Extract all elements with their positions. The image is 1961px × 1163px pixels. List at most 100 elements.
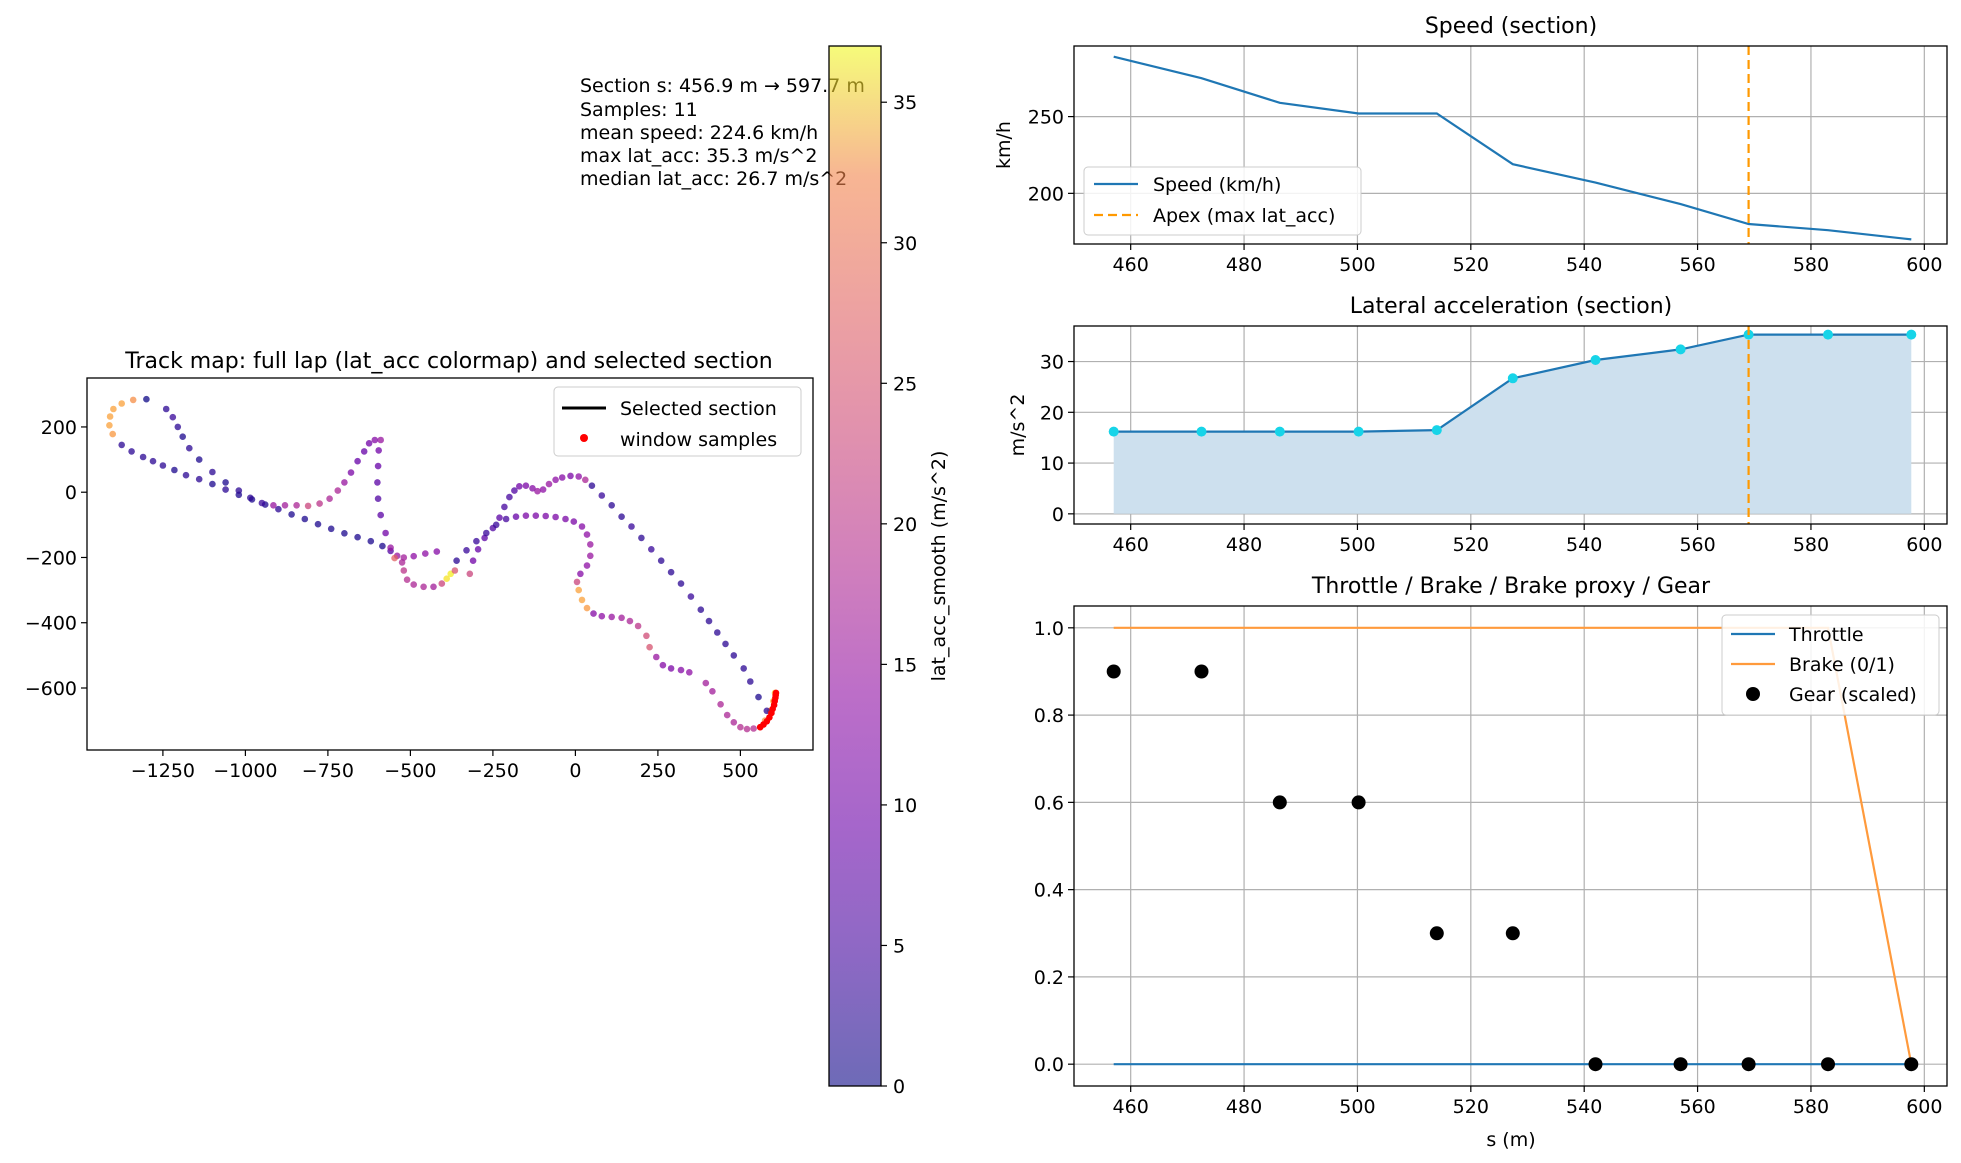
track-point <box>327 525 335 533</box>
track-point <box>149 457 157 465</box>
gear-points <box>1106 664 1919 1072</box>
speed-y-ticks: 200 250 <box>1028 107 1074 205</box>
track-legend-box <box>553 386 802 457</box>
track-point <box>443 575 451 582</box>
track-point <box>375 447 383 454</box>
track-point <box>552 476 559 484</box>
track-point <box>451 567 459 574</box>
colorbar-gradient <box>828 45 882 1087</box>
speed-legend-box <box>1083 166 1362 236</box>
colorbar-tick-label: 30 <box>893 233 917 255</box>
legend-apex-label: Apex (max lat_acc) <box>1153 205 1335 227</box>
track-point <box>578 596 586 604</box>
info-line-max-latacc: max lat_acc: 35.3 m/s^2 <box>580 145 817 167</box>
info-line-samples: Samples: 11 <box>580 99 698 121</box>
track-point <box>195 475 203 483</box>
controls-ytick-label: 0.2 <box>1034 967 1064 989</box>
track-point <box>747 678 754 685</box>
track-point <box>657 557 665 564</box>
track-point <box>474 546 482 553</box>
track-xtick-label: −1000 <box>213 760 277 782</box>
track-point <box>583 604 591 612</box>
track-point <box>545 480 553 488</box>
controls-ytick-label: 0.4 <box>1034 880 1064 902</box>
track-point <box>304 502 312 510</box>
track-point <box>570 518 578 525</box>
track-point <box>222 479 229 486</box>
speed-title: Speed (section) <box>1425 14 1597 39</box>
track-point <box>128 448 135 455</box>
gear-point <box>1588 1057 1603 1072</box>
track-point <box>634 622 642 630</box>
track-point <box>222 486 229 493</box>
track-point <box>469 557 477 564</box>
track-point <box>653 653 660 661</box>
track-point <box>422 550 429 557</box>
gear-point <box>1821 1057 1835 1072</box>
track-point <box>438 580 446 587</box>
track-point <box>626 617 634 625</box>
track-points-layer <box>106 395 779 733</box>
track-point <box>506 493 513 501</box>
track-point <box>371 436 379 444</box>
track-point <box>341 479 348 486</box>
speed-xtick-label: 520 <box>1453 254 1489 276</box>
track-point <box>174 423 182 431</box>
track-point <box>209 480 216 488</box>
controls-xtick-label: 560 <box>1679 1096 1715 1118</box>
track-point <box>567 472 574 480</box>
speed-xtick-label: 540 <box>1566 254 1602 276</box>
latacc-point <box>1353 426 1364 437</box>
track-point <box>659 661 667 669</box>
track-point <box>686 669 693 676</box>
latacc-ytick-label: 10 <box>1040 453 1064 475</box>
controls-xtick-label: 460 <box>1113 1096 1149 1118</box>
colorbar-tick-label: 15 <box>893 654 917 676</box>
latacc-ylabel: m/s^2 <box>1007 394 1029 457</box>
track-point <box>598 492 606 499</box>
gear-point <box>1429 926 1444 941</box>
track-point <box>377 436 385 444</box>
track-point <box>420 583 427 591</box>
track-point <box>492 521 500 529</box>
track-point <box>367 537 375 545</box>
track-point <box>532 512 540 519</box>
controls-xtick-label: 580 <box>1793 1096 1829 1118</box>
section-info-box: Section s: 456.9 m → 597.7 m Samples: 11… <box>580 75 865 190</box>
track-point <box>737 723 744 731</box>
track-point <box>281 502 289 509</box>
track-point <box>387 544 394 551</box>
gear-point <box>1904 1057 1919 1072</box>
track-ytick-label: −200 <box>25 547 77 569</box>
track-point <box>403 576 411 583</box>
gear-point <box>1272 795 1287 810</box>
track-point <box>354 533 361 541</box>
track-point <box>496 514 503 521</box>
track-point <box>750 725 757 732</box>
track-point <box>334 487 342 494</box>
track-point <box>247 494 254 502</box>
track-point <box>182 471 190 479</box>
speed-xtick-label: 600 <box>1906 254 1942 276</box>
latacc-point <box>1590 355 1601 365</box>
track-point <box>377 511 385 519</box>
latacc-x-ticks: 460 480 500 520 540 560 580 600 <box>1113 524 1942 556</box>
track-point <box>186 444 193 452</box>
track-xtick-label: 0 <box>569 760 581 782</box>
info-line-mean-speed: mean speed: 224.6 km/h <box>580 122 818 144</box>
latacc-point <box>1675 344 1686 355</box>
track-point <box>677 666 685 674</box>
track-point <box>587 552 594 560</box>
controls-ytick-label: 0.8 <box>1034 705 1064 727</box>
track-xtick-label: −750 <box>302 760 354 782</box>
track-point <box>391 554 398 562</box>
legend-selected-section-label: Selected section <box>620 398 777 420</box>
speed-panel: Speed (section) 460 480 500 520 540 560 580 600… <box>993 14 1948 276</box>
track-xtick-label: −250 <box>467 760 519 782</box>
info-line-section: Section s: 456.9 m → 597.7 m <box>580 75 865 97</box>
latacc-frame <box>1073 325 1948 525</box>
track-xtick-label: −1250 <box>131 760 195 782</box>
track-map-panel: Track map: full lap (lat_acc colormap) a… <box>25 349 814 782</box>
track-point <box>374 479 381 486</box>
